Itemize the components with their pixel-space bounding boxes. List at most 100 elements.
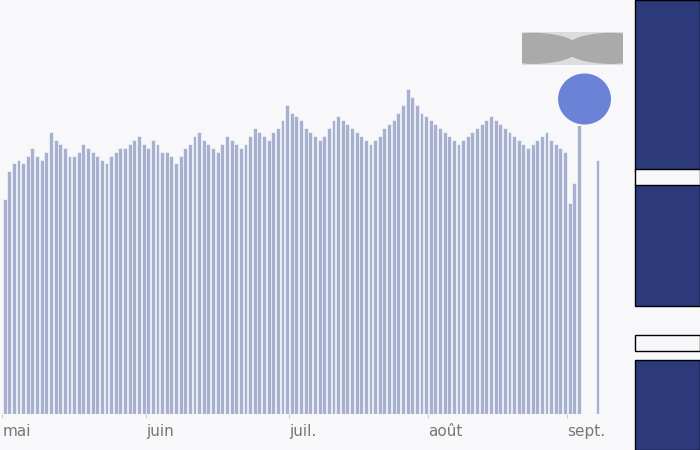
Bar bbox=[470, 132, 475, 414]
Bar bbox=[151, 140, 155, 414]
Bar bbox=[355, 132, 358, 414]
Bar bbox=[392, 120, 396, 414]
Bar bbox=[35, 156, 39, 414]
Bar bbox=[54, 140, 57, 414]
Bar bbox=[359, 136, 363, 414]
Bar bbox=[21, 163, 25, 414]
Bar bbox=[419, 112, 424, 414]
Bar bbox=[267, 140, 271, 414]
Bar bbox=[480, 124, 484, 414]
Bar bbox=[382, 128, 386, 414]
Bar bbox=[206, 144, 211, 414]
Bar bbox=[494, 120, 498, 414]
Bar bbox=[304, 128, 308, 414]
Bar bbox=[536, 140, 539, 414]
Bar bbox=[26, 156, 30, 414]
Bar bbox=[63, 148, 66, 414]
Bar bbox=[596, 159, 599, 414]
Bar bbox=[364, 140, 368, 414]
Bar bbox=[489, 117, 493, 414]
Bar bbox=[239, 148, 243, 414]
Bar bbox=[81, 144, 85, 414]
Bar bbox=[577, 81, 581, 414]
Bar bbox=[7, 171, 11, 414]
Bar bbox=[554, 144, 558, 414]
Bar bbox=[336, 117, 340, 414]
Bar bbox=[211, 148, 215, 414]
Bar bbox=[58, 144, 62, 414]
Bar bbox=[258, 132, 261, 414]
Bar bbox=[202, 140, 206, 414]
Bar bbox=[40, 159, 43, 414]
Bar bbox=[127, 144, 132, 414]
Bar bbox=[31, 148, 34, 414]
Bar bbox=[522, 144, 525, 414]
Bar bbox=[313, 136, 317, 414]
Bar bbox=[123, 148, 127, 414]
Bar bbox=[95, 156, 99, 414]
Bar bbox=[573, 183, 576, 414]
Bar bbox=[559, 148, 562, 414]
Bar bbox=[132, 140, 137, 414]
Bar bbox=[433, 124, 438, 414]
Bar bbox=[225, 136, 229, 414]
Bar bbox=[290, 112, 294, 414]
Bar bbox=[378, 136, 382, 414]
Bar bbox=[188, 144, 192, 414]
Bar bbox=[72, 156, 76, 414]
Bar bbox=[318, 140, 321, 414]
Bar bbox=[285, 105, 289, 414]
Bar bbox=[118, 148, 122, 414]
Bar bbox=[341, 120, 344, 414]
Bar bbox=[345, 124, 349, 414]
Bar bbox=[327, 128, 331, 414]
Bar bbox=[508, 132, 512, 414]
Bar bbox=[350, 128, 354, 414]
Bar bbox=[146, 148, 150, 414]
Bar bbox=[174, 163, 178, 414]
Bar bbox=[155, 144, 160, 414]
Bar bbox=[475, 128, 479, 414]
Bar bbox=[3, 199, 6, 414]
Bar bbox=[104, 163, 108, 414]
Bar bbox=[484, 120, 489, 414]
Bar bbox=[44, 152, 48, 414]
Bar bbox=[452, 140, 456, 414]
Bar bbox=[137, 136, 141, 414]
Bar bbox=[67, 156, 71, 414]
Bar bbox=[216, 152, 220, 414]
Circle shape bbox=[559, 74, 610, 124]
Text: −: − bbox=[575, 89, 594, 109]
Bar bbox=[396, 112, 400, 414]
Bar bbox=[517, 140, 521, 414]
Bar bbox=[424, 117, 428, 414]
Bar bbox=[322, 136, 326, 414]
Bar bbox=[272, 132, 275, 414]
Circle shape bbox=[566, 33, 655, 63]
Bar bbox=[244, 144, 247, 414]
Bar bbox=[512, 136, 516, 414]
Bar bbox=[281, 120, 284, 414]
Bar bbox=[234, 144, 238, 414]
Bar bbox=[100, 159, 104, 414]
Bar bbox=[447, 136, 452, 414]
Bar bbox=[456, 144, 461, 414]
Bar bbox=[183, 148, 187, 414]
Bar bbox=[114, 152, 118, 414]
Bar bbox=[141, 144, 146, 414]
Bar bbox=[91, 152, 94, 414]
Bar bbox=[109, 156, 113, 414]
Bar bbox=[429, 120, 433, 414]
Bar bbox=[461, 140, 465, 414]
Bar bbox=[466, 136, 470, 414]
Bar bbox=[12, 163, 16, 414]
Bar bbox=[299, 120, 303, 414]
Bar bbox=[332, 120, 335, 414]
Bar bbox=[248, 136, 252, 414]
Bar bbox=[230, 140, 234, 414]
Bar bbox=[568, 202, 572, 414]
Bar bbox=[563, 152, 567, 414]
Bar bbox=[415, 105, 419, 414]
Bar bbox=[262, 136, 266, 414]
Bar bbox=[401, 105, 405, 414]
